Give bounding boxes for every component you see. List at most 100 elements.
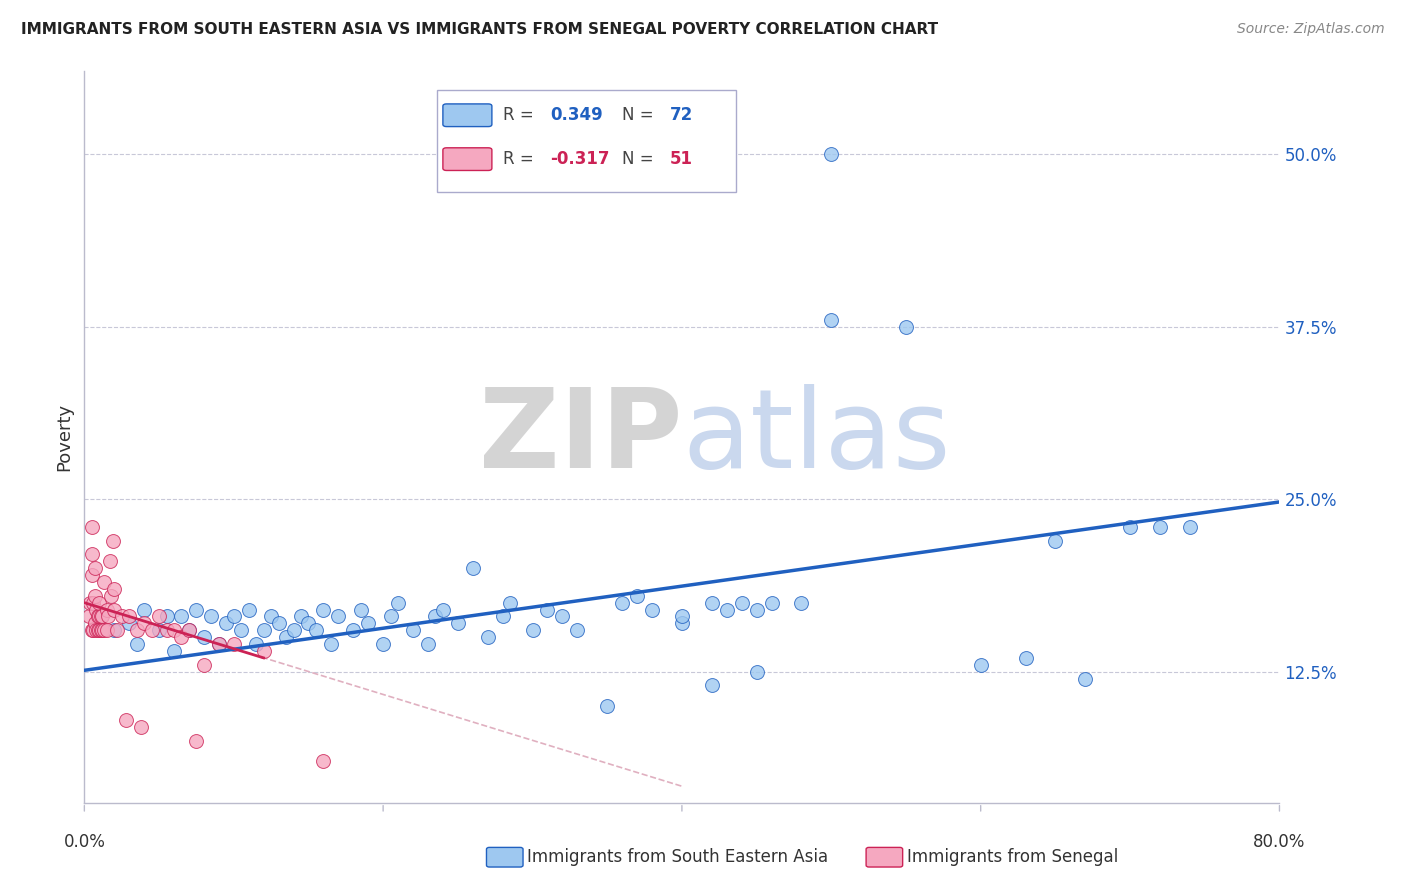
Point	[1014, 651, 1036, 665]
Point	[115, 713, 138, 727]
Text: R =: R =	[503, 150, 538, 168]
Point	[193, 657, 215, 672]
Point	[80, 548, 103, 562]
Point	[222, 609, 245, 624]
FancyBboxPatch shape	[443, 103, 492, 127]
Point	[716, 602, 738, 616]
Point	[373, 637, 395, 651]
Point	[342, 624, 364, 638]
Point	[671, 616, 693, 631]
Point	[89, 624, 111, 638]
Point	[551, 609, 574, 624]
Point	[671, 609, 693, 624]
Point	[641, 602, 664, 616]
Point	[90, 624, 112, 638]
Point	[328, 609, 350, 624]
Point	[461, 561, 484, 575]
Point	[274, 630, 297, 644]
Point	[894, 319, 917, 334]
Point	[215, 616, 238, 631]
Point	[820, 147, 842, 161]
Point	[103, 624, 125, 638]
Text: Source: ZipAtlas.com: Source: ZipAtlas.com	[1237, 22, 1385, 37]
Point	[186, 602, 208, 616]
Point	[492, 609, 515, 624]
Point	[129, 720, 152, 734]
Point	[297, 616, 319, 631]
Text: 51: 51	[671, 150, 693, 168]
FancyBboxPatch shape	[437, 90, 735, 192]
Point	[447, 616, 470, 631]
Point	[1149, 520, 1171, 534]
Point	[612, 596, 634, 610]
Point	[416, 637, 439, 651]
Point	[86, 602, 108, 616]
Point	[425, 609, 447, 624]
Point	[103, 582, 125, 596]
Point	[87, 609, 110, 624]
Point	[80, 520, 103, 534]
Point	[97, 609, 120, 624]
Point	[357, 616, 380, 631]
Text: R =: R =	[503, 106, 538, 124]
Point	[208, 637, 231, 651]
Point	[222, 637, 245, 651]
Point	[177, 624, 200, 638]
Point	[319, 637, 342, 651]
Point	[253, 644, 276, 658]
Point	[83, 561, 105, 575]
Point	[380, 609, 402, 624]
Text: -0.317: -0.317	[551, 150, 610, 168]
Point	[231, 624, 253, 638]
Point	[125, 637, 148, 651]
Point	[86, 624, 108, 638]
Point	[93, 624, 115, 638]
Point	[253, 624, 276, 638]
Point	[155, 624, 177, 638]
Point	[91, 609, 114, 624]
Point	[155, 609, 177, 624]
Point	[141, 624, 163, 638]
Point	[283, 624, 305, 638]
Point	[290, 609, 312, 624]
Point	[1045, 533, 1067, 548]
Point	[98, 554, 121, 568]
Point	[761, 596, 783, 610]
Point	[245, 637, 267, 651]
Text: Immigrants from Senegal: Immigrants from Senegal	[907, 848, 1118, 866]
Text: 0.349: 0.349	[551, 106, 603, 124]
Point	[77, 609, 100, 624]
Point	[567, 624, 589, 638]
Point	[170, 630, 193, 644]
Point	[432, 602, 454, 616]
Y-axis label: Poverty: Poverty	[55, 403, 73, 471]
Text: atlas: atlas	[682, 384, 950, 491]
Point	[132, 602, 156, 616]
Point	[596, 699, 619, 714]
Point	[1119, 520, 1142, 534]
FancyBboxPatch shape	[443, 148, 492, 170]
Point	[96, 624, 118, 638]
Point	[700, 678, 723, 692]
Point	[80, 624, 103, 638]
Point	[82, 596, 104, 610]
Point	[350, 602, 373, 616]
Point	[96, 602, 118, 616]
Point	[499, 596, 522, 610]
Point	[118, 609, 141, 624]
Point	[163, 644, 186, 658]
Point	[132, 616, 156, 631]
Text: N =: N =	[623, 106, 659, 124]
Point	[260, 609, 283, 624]
Point	[186, 733, 208, 747]
Text: 72: 72	[671, 106, 693, 124]
Point	[177, 624, 200, 638]
Point	[536, 602, 558, 616]
Point	[87, 624, 110, 638]
Point	[83, 589, 105, 603]
Point	[820, 312, 842, 326]
Point	[745, 665, 768, 679]
Point	[93, 574, 115, 589]
Point	[103, 602, 125, 616]
Point	[80, 568, 103, 582]
